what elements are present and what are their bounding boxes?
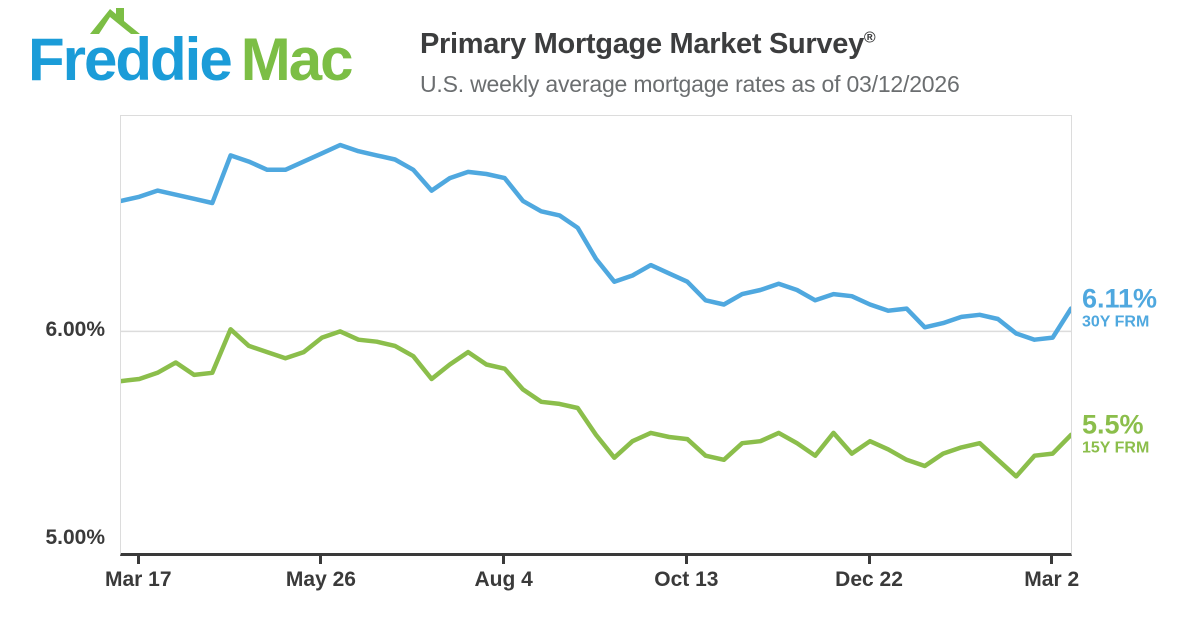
page-subtitle: U.S. weekly average mortgage rates as of… — [420, 71, 960, 97]
x-axis-tick-dec-22 — [867, 555, 871, 564]
x-axis-tick-oct-13 — [684, 555, 688, 564]
registered-mark: ® — [863, 29, 876, 47]
logo-word-freddie: Freddie — [28, 26, 233, 93]
current-rate-15y-frm: 5.5% — [1082, 409, 1144, 440]
x-axis-tick-may-26 — [319, 555, 323, 564]
line-30y-frm — [121, 142, 1071, 342]
logo-wordmark: Freddie Mac — [28, 30, 353, 90]
y-axis-label-6: 6.00% — [45, 318, 105, 342]
series-name-15y-frm: 15Y FRM — [1082, 439, 1150, 457]
logo-word-mac: Mac — [240, 26, 354, 93]
x-axis-tick-aug-4 — [502, 555, 506, 564]
x-axis-label-mar-17: Mar 17 — [104, 568, 172, 591]
annotation-15y-frm: 5.5% 15Y FRM — [1082, 410, 1149, 457]
x-axis-label-may-26: May 26 — [285, 568, 356, 591]
freddie-mac-logo: Freddie Mac — [28, 8, 353, 90]
page-title-text: Primary Mortgage Market Survey — [420, 28, 864, 60]
x-axis-label-oct-13: Oct 13 — [654, 568, 719, 591]
x-axis-label-mar-2: Mar 2 — [1024, 568, 1080, 591]
series-name-30y-frm: 30Y FRM — [1082, 313, 1150, 331]
header-title-block: Primary Mortgage Market Survey® U.S. wee… — [420, 28, 960, 98]
x-axis-tick-mar-2 — [1050, 555, 1054, 564]
page-title: Primary Mortgage Market Survey® — [420, 28, 960, 61]
current-rate-30y-frm: 6.11% — [1082, 283, 1158, 314]
annotation-30y-frm: 6.11% 30Y FRM — [1082, 284, 1157, 331]
x-axis-label-dec-22: Dec 22 — [835, 568, 903, 591]
x-axis-tick-mar-17 — [136, 555, 140, 564]
chart-plot-area — [120, 115, 1072, 556]
rates-line-chart — [121, 142, 1071, 479]
y-axis-label-5: 5.00% — [45, 525, 105, 549]
x-axis-label-aug-4: Aug 4 — [474, 568, 533, 591]
house-roof-icon — [90, 8, 140, 34]
line-15y-frm — [121, 327, 1071, 479]
